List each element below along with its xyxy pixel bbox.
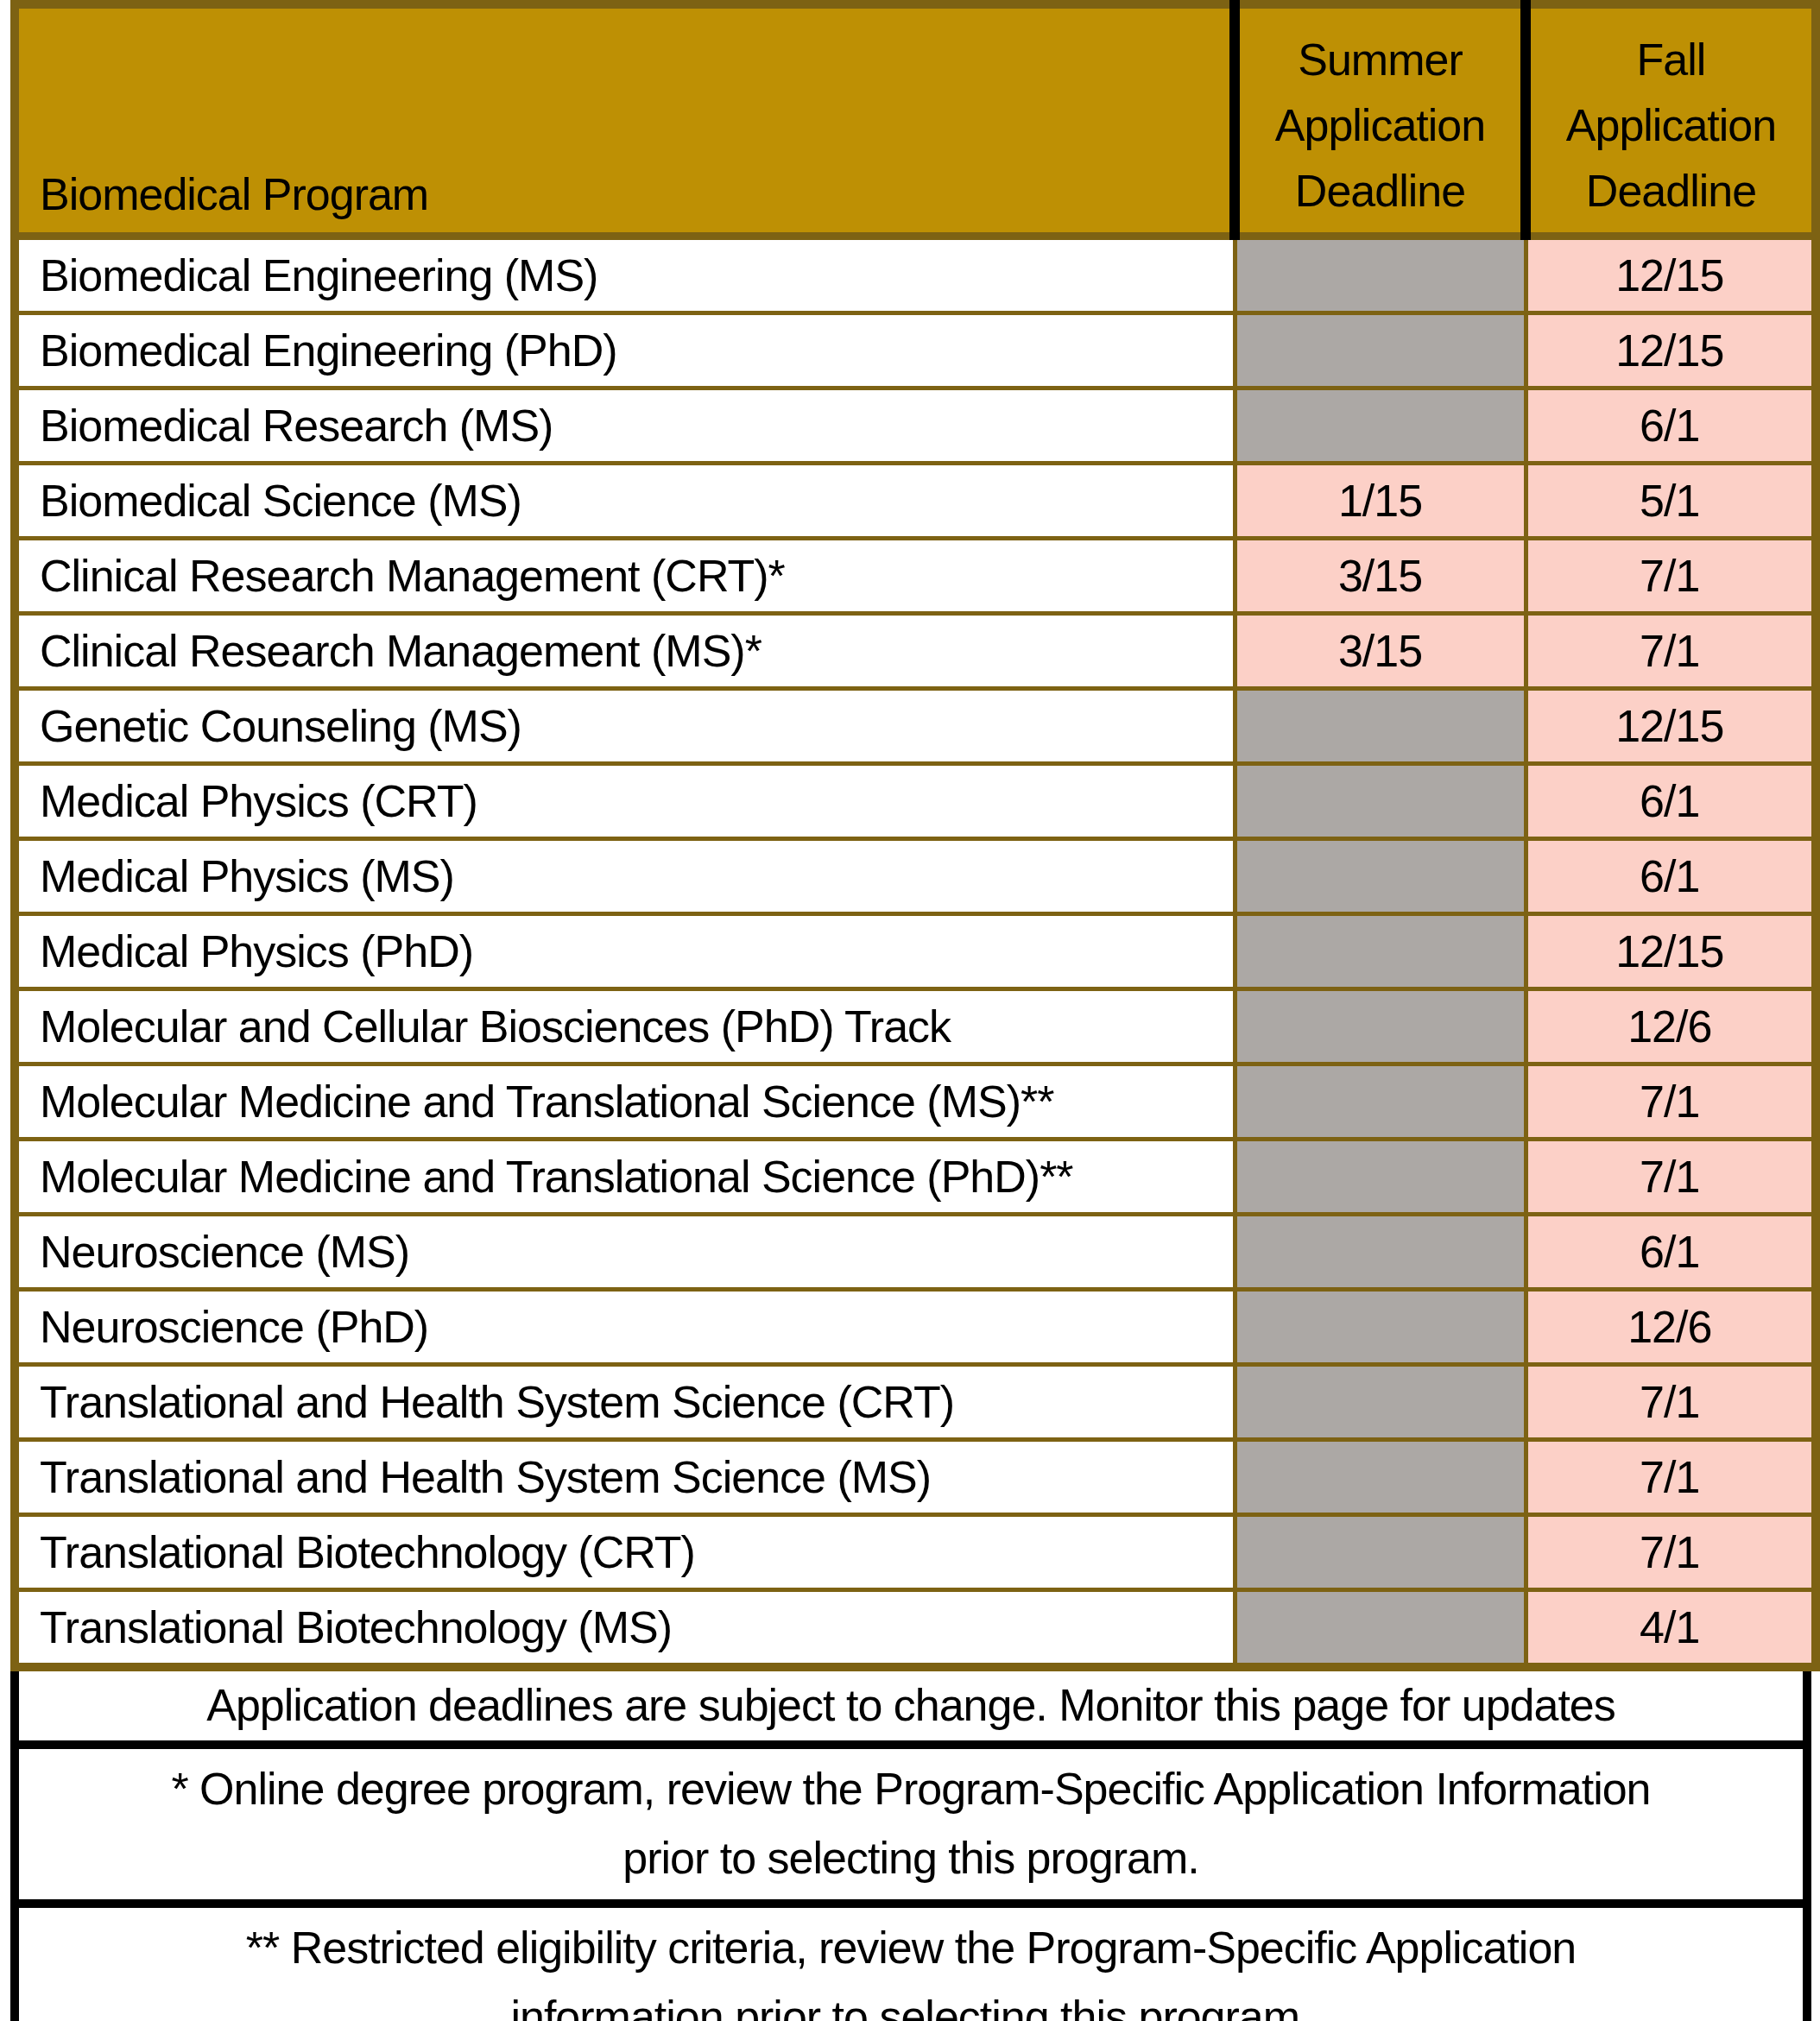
summer-deadline-cell	[1235, 388, 1526, 464]
program-name-cell: Biomedical Science (MS)	[15, 464, 1235, 539]
program-name-cell: Clinical Research Management (CRT)*	[15, 539, 1235, 614]
table-row: Biomedical Engineering (PhD) 12/15	[15, 313, 1816, 388]
fall-deadline-cell: 12/15	[1526, 237, 1816, 313]
program-name-cell: Translational and Health System Science …	[15, 1440, 1235, 1515]
note-deadlines-subject-to-change: Application deadlines are subject to cha…	[10, 1671, 1811, 1749]
summer-deadline-cell	[1235, 1290, 1526, 1365]
summer-deadline-cell	[1235, 764, 1526, 839]
table-row: Translational Biotechnology (MS) 4/1	[15, 1590, 1816, 1668]
summer-deadline-cell	[1235, 989, 1526, 1064]
application-deadlines-page: Biomedical Program Summer Application De…	[0, 0, 1820, 2021]
fall-deadline-cell: 7/1	[1526, 1064, 1816, 1140]
summer-deadline-cell	[1235, 1515, 1526, 1590]
summer-deadline-cell	[1235, 1215, 1526, 1290]
program-name-cell: Medical Physics (PhD)	[15, 914, 1235, 989]
fall-deadline-cell: 7/1	[1526, 539, 1816, 614]
program-name-cell: Translational Biotechnology (MS)	[15, 1590, 1235, 1668]
table-row: Molecular Medicine and Translational Sci…	[15, 1064, 1816, 1140]
table-row: Genetic Counseling (MS) 12/15	[15, 689, 1816, 764]
program-name-cell: Biomedical Engineering (MS)	[15, 237, 1235, 313]
table-row: Molecular Medicine and Translational Sci…	[15, 1140, 1816, 1215]
summer-deadline-cell	[1235, 1365, 1526, 1440]
program-name-cell: Neuroscience (MS)	[15, 1215, 1235, 1290]
note-online-degree-program: * Online degree program, review the Prog…	[10, 1749, 1811, 1908]
table-row: Clinical Research Management (MS)*3/157/…	[15, 614, 1816, 689]
program-name-cell: Biomedical Research (MS)	[15, 388, 1235, 464]
fall-deadline-cell: 6/1	[1526, 1215, 1816, 1290]
table-row: Medical Physics (MS) 6/1	[15, 839, 1816, 914]
summer-deadline-cell	[1235, 914, 1526, 989]
fall-deadline-cell: 7/1	[1526, 1515, 1816, 1590]
program-name-cell: Molecular Medicine and Translational Sci…	[15, 1140, 1235, 1215]
table-row: Biomedical Engineering (MS) 12/15	[15, 237, 1816, 313]
summer-deadline-cell	[1235, 839, 1526, 914]
deadlines-table: Biomedical Program Summer Application De…	[10, 0, 1820, 1671]
table-row: Translational and Health System Science …	[15, 1365, 1816, 1440]
program-name-cell: Molecular and Cellular Biosciences (PhD)…	[15, 989, 1235, 1064]
program-name-cell: Translational Biotechnology (CRT)	[15, 1515, 1235, 1590]
table-row: Medical Physics (CRT) 6/1	[15, 764, 1816, 839]
summer-deadline-cell	[1235, 689, 1526, 764]
note-restricted-eligibility: ** Restricted eligibility criteria, revi…	[10, 1908, 1811, 2021]
table-row: Biomedical Research (MS) 6/1	[15, 388, 1816, 464]
table-row: Medical Physics (PhD) 12/15	[15, 914, 1816, 989]
program-name-cell: Medical Physics (MS)	[15, 839, 1235, 914]
program-name-cell: Genetic Counseling (MS)	[15, 689, 1235, 764]
fall-deadline-cell: 6/1	[1526, 388, 1816, 464]
fall-deadline-cell: 7/1	[1526, 614, 1816, 689]
fall-deadline-cell: 12/15	[1526, 689, 1816, 764]
header-fall-application-deadline: Fall Application Deadline	[1526, 4, 1816, 237]
fall-deadline-cell: 12/15	[1526, 313, 1816, 388]
program-name-cell: Biomedical Engineering (PhD)	[15, 313, 1235, 388]
table-row: Biomedical Science (MS)1/155/1	[15, 464, 1816, 539]
summer-deadline-cell	[1235, 1440, 1526, 1515]
summer-deadline-cell	[1235, 313, 1526, 388]
header-summer-application-deadline: Summer Application Deadline	[1235, 4, 1526, 237]
fall-deadline-cell: 6/1	[1526, 839, 1816, 914]
summer-deadline-cell	[1235, 1590, 1526, 1668]
summer-deadline-cell: 1/15	[1235, 464, 1526, 539]
table-row: Clinical Research Management (CRT)*3/157…	[15, 539, 1816, 614]
table-row: Neuroscience (MS) 6/1	[15, 1215, 1816, 1290]
fall-deadline-cell: 12/6	[1526, 1290, 1816, 1365]
table-body: Biomedical Engineering (MS)12/15Biomedic…	[15, 237, 1816, 1668]
table-row: Molecular and Cellular Biosciences (PhD)…	[15, 989, 1816, 1064]
summer-deadline-cell: 3/15	[1235, 614, 1526, 689]
table-header: Biomedical Program Summer Application De…	[15, 4, 1816, 237]
program-name-cell: Clinical Research Management (MS)*	[15, 614, 1235, 689]
table-row: Neuroscience (PhD) 12/6	[15, 1290, 1816, 1365]
fall-deadline-cell: 7/1	[1526, 1140, 1816, 1215]
fall-deadline-cell: 5/1	[1526, 464, 1816, 539]
fall-deadline-cell: 12/15	[1526, 914, 1816, 989]
fall-deadline-cell: 7/1	[1526, 1440, 1816, 1515]
fall-deadline-cell: 7/1	[1526, 1365, 1816, 1440]
fall-deadline-cell: 12/6	[1526, 989, 1816, 1064]
table-row: Translational and Health System Science …	[15, 1440, 1816, 1515]
program-name-cell: Translational and Health System Science …	[15, 1365, 1235, 1440]
summer-deadline-cell	[1235, 237, 1526, 313]
fall-deadline-cell: 6/1	[1526, 764, 1816, 839]
fall-deadline-cell: 4/1	[1526, 1590, 1816, 1668]
program-name-cell: Neuroscience (PhD)	[15, 1290, 1235, 1365]
program-name-cell: Medical Physics (CRT)	[15, 764, 1235, 839]
header-row: Biomedical Program Summer Application De…	[15, 4, 1816, 237]
program-name-cell: Molecular Medicine and Translational Sci…	[15, 1064, 1235, 1140]
summer-deadline-cell	[1235, 1064, 1526, 1140]
header-biomedical-program: Biomedical Program	[15, 4, 1235, 237]
table-row: Translational Biotechnology (CRT) 7/1	[15, 1515, 1816, 1590]
summer-deadline-cell: 3/15	[1235, 539, 1526, 614]
summer-deadline-cell	[1235, 1140, 1526, 1215]
